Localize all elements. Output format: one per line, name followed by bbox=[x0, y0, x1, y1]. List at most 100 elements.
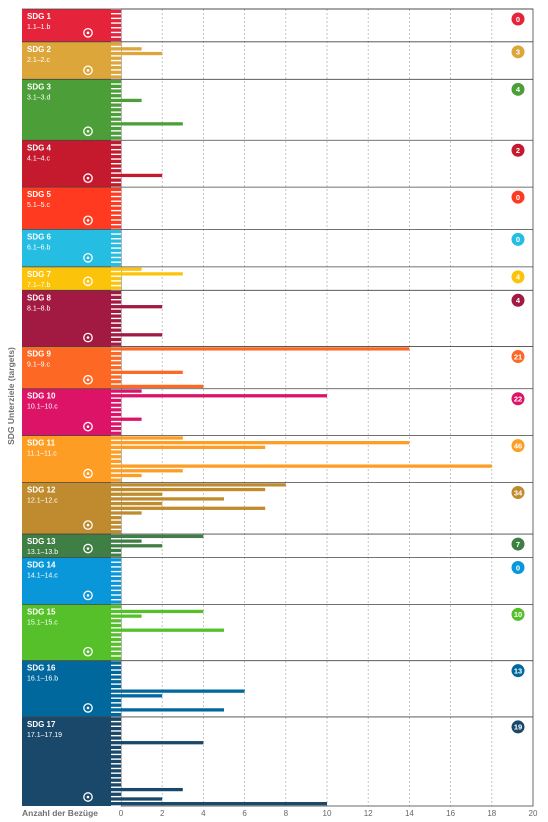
target-marker bbox=[111, 187, 121, 192]
target-marker bbox=[111, 492, 121, 496]
target-marker bbox=[111, 37, 121, 42]
target-marker bbox=[111, 361, 121, 365]
target-strip bbox=[111, 229, 121, 267]
total-count: 46 bbox=[514, 441, 522, 450]
bar bbox=[121, 473, 142, 478]
target-marker bbox=[111, 422, 121, 426]
target-marker bbox=[111, 19, 121, 23]
bar bbox=[121, 787, 183, 792]
target-marker bbox=[111, 272, 121, 276]
flower-icon bbox=[83, 792, 93, 802]
bar bbox=[121, 370, 183, 374]
target-marker bbox=[111, 455, 121, 459]
target-marker bbox=[111, 487, 121, 492]
sdg-tile bbox=[22, 140, 121, 188]
bar bbox=[121, 441, 410, 445]
total-badge bbox=[511, 12, 525, 26]
sdg-code: SDG 8 bbox=[27, 293, 52, 302]
target-marker bbox=[111, 464, 121, 468]
infinity-icon bbox=[83, 520, 93, 530]
total-count: 10 bbox=[514, 610, 522, 619]
bar bbox=[121, 694, 163, 698]
target-marker bbox=[111, 9, 121, 13]
target-marker bbox=[111, 117, 121, 121]
target-marker bbox=[111, 61, 121, 65]
bar bbox=[121, 501, 163, 506]
target-marker bbox=[111, 225, 121, 229]
target-marker bbox=[111, 469, 121, 473]
target-marker bbox=[111, 548, 121, 553]
total-badge bbox=[511, 439, 525, 453]
target-marker bbox=[111, 380, 121, 384]
sdg-target-range: 16.1–16.b bbox=[27, 676, 58, 683]
target-marker bbox=[111, 778, 121, 782]
target-marker bbox=[111, 234, 121, 239]
target-marker bbox=[111, 65, 121, 70]
total-badge bbox=[511, 350, 525, 364]
x-tick-label: 12 bbox=[364, 809, 373, 818]
target-marker bbox=[111, 722, 121, 726]
total-count: 0 bbox=[516, 15, 520, 24]
target-marker bbox=[111, 647, 121, 651]
book-icon bbox=[83, 173, 93, 184]
target-marker bbox=[111, 211, 121, 215]
sdg-tile bbox=[22, 660, 121, 717]
target-marker bbox=[111, 80, 121, 84]
total-badge bbox=[511, 537, 525, 551]
target-marker bbox=[111, 197, 121, 201]
target-marker bbox=[111, 478, 121, 482]
sun-icon bbox=[83, 276, 93, 287]
target-marker bbox=[111, 689, 121, 693]
bar bbox=[121, 272, 183, 276]
sdg-tile bbox=[22, 266, 121, 291]
sdg-group-15: SDG 15 15.1–15.c 10 bbox=[22, 604, 533, 661]
target-marker bbox=[111, 248, 121, 253]
sdg-tile bbox=[22, 534, 121, 558]
heartbeat-icon bbox=[83, 126, 93, 137]
target-marker bbox=[111, 783, 121, 787]
target-marker bbox=[111, 792, 121, 796]
x-tick-label: 0 bbox=[119, 809, 124, 818]
target-marker bbox=[111, 70, 121, 74]
sdg-target-range: 6.1–6.b bbox=[27, 244, 50, 251]
bar bbox=[121, 544, 163, 548]
target-marker bbox=[111, 333, 121, 337]
target-marker bbox=[111, 544, 121, 548]
target-marker bbox=[111, 370, 121, 374]
target-marker bbox=[111, 215, 121, 220]
target-marker bbox=[111, 698, 121, 703]
target-marker bbox=[111, 42, 121, 46]
target-marker bbox=[111, 558, 121, 562]
target-marker bbox=[111, 483, 121, 487]
bar bbox=[121, 497, 224, 501]
target-marker bbox=[111, 230, 121, 234]
x-tick-label: 6 bbox=[242, 809, 247, 818]
target-marker bbox=[111, 122, 121, 126]
sdg-target-range: 3.1–3.d bbox=[27, 94, 50, 101]
target-marker bbox=[111, 572, 121, 576]
target-marker bbox=[111, 375, 121, 379]
sdg-group-17: SDG 17 17.1–17.19 19 bbox=[22, 716, 533, 806]
target-marker bbox=[111, 337, 121, 342]
target-marker bbox=[111, 94, 121, 98]
sdg-code: SDG 6 bbox=[27, 232, 52, 241]
target-marker bbox=[111, 28, 121, 32]
target-marker bbox=[111, 262, 121, 267]
target-marker bbox=[111, 586, 121, 590]
target-marker bbox=[111, 253, 121, 257]
bar bbox=[121, 539, 142, 543]
bar bbox=[121, 741, 204, 745]
sdg-target-range: 5.1–5.c bbox=[27, 202, 50, 209]
target-marker bbox=[111, 394, 121, 398]
sdg-tile bbox=[22, 229, 121, 267]
total-badge bbox=[511, 561, 525, 575]
target-marker bbox=[111, 694, 121, 698]
total-badge bbox=[511, 664, 525, 678]
target-marker bbox=[111, 295, 121, 299]
target-marker bbox=[111, 347, 121, 351]
target-marker bbox=[111, 159, 121, 164]
target-marker bbox=[111, 614, 121, 618]
bar bbox=[121, 98, 142, 103]
target-marker bbox=[111, 562, 121, 567]
gender-icon bbox=[83, 215, 93, 226]
